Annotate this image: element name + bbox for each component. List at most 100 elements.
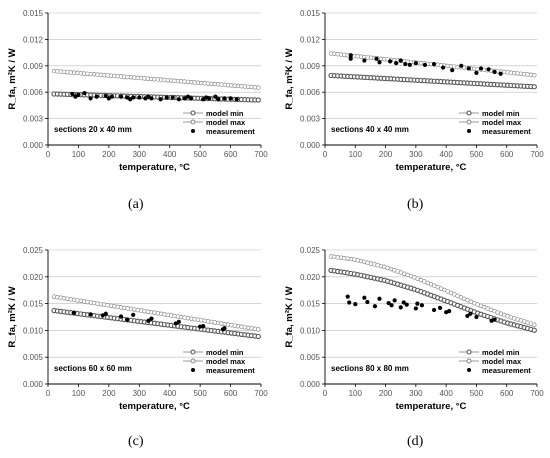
x-tick-label: 300 bbox=[409, 150, 423, 159]
measurement-point bbox=[201, 324, 206, 329]
series-model-min bbox=[328, 267, 537, 333]
x-axis-label: temperature, °C bbox=[119, 401, 190, 412]
measurement-point bbox=[398, 305, 403, 310]
measurement-point bbox=[413, 306, 418, 311]
measurement-point bbox=[447, 309, 452, 314]
measurement-point bbox=[345, 294, 350, 299]
legend-marker bbox=[191, 368, 195, 372]
y-axis-label: R_fa, m²K / W bbox=[284, 286, 295, 347]
measurement-point bbox=[466, 66, 471, 71]
series-measurement bbox=[345, 294, 497, 323]
x-axis-label: temperature, °C bbox=[119, 162, 190, 173]
y-tick-label: 0.025 bbox=[300, 246, 321, 255]
x-tick-label: 400 bbox=[163, 389, 177, 398]
x-tick-label: 100 bbox=[349, 150, 363, 159]
measurement-point bbox=[437, 305, 443, 310]
y-tick-label: 0.020 bbox=[300, 273, 321, 282]
measurement-point bbox=[82, 90, 87, 96]
legend-marker bbox=[191, 129, 195, 133]
measurement-point bbox=[374, 56, 379, 61]
measurement-point bbox=[465, 313, 470, 319]
chart-panel-1: 0.000 0.003 0.006 0.009 0.012 0.015 0 100 200 300… bbox=[284, 9, 544, 173]
y-axis-label: R_fa, m²K / W bbox=[284, 48, 295, 109]
measurement-point bbox=[70, 91, 75, 97]
measurement-point bbox=[103, 93, 108, 98]
legend-marker bbox=[190, 119, 196, 125]
curve-marker bbox=[532, 322, 537, 327]
y-tick-label: 0.000 bbox=[23, 141, 44, 150]
measurement-point bbox=[348, 53, 353, 58]
y-tick-label: 0.006 bbox=[300, 88, 321, 97]
section-annotation: sections 80 x 80 mm bbox=[331, 364, 409, 373]
measurement-point bbox=[377, 296, 382, 301]
legend-marker bbox=[466, 110, 472, 116]
legend-entry: model min bbox=[183, 348, 244, 357]
legend-entry: measurement bbox=[467, 366, 531, 375]
x-tick-label: 200 bbox=[102, 389, 116, 398]
caption-b: (b) bbox=[407, 197, 424, 212]
measurement-point bbox=[234, 97, 239, 102]
measurement-point bbox=[478, 66, 484, 71]
measurement-point bbox=[422, 62, 428, 68]
measurement-point bbox=[158, 97, 163, 102]
series-model-max bbox=[51, 68, 261, 90]
measurement-point bbox=[207, 96, 212, 101]
series-model-max bbox=[328, 254, 537, 327]
measurement-point bbox=[76, 92, 81, 97]
x-tick-label: 500 bbox=[470, 389, 484, 398]
measurement-point bbox=[486, 67, 491, 72]
series-model-min bbox=[328, 72, 537, 90]
measurement-point bbox=[146, 318, 151, 323]
y-tick-label: 0.000 bbox=[23, 380, 44, 389]
y-tick-label: 0.005 bbox=[23, 353, 44, 362]
x-tick-label: 0 bbox=[323, 150, 328, 159]
legend-label: model max bbox=[482, 357, 522, 366]
legend-label: model max bbox=[206, 118, 246, 127]
measurement-point bbox=[118, 314, 124, 319]
x-tick-label: 0 bbox=[46, 389, 51, 398]
measurement-point bbox=[228, 96, 233, 101]
measurement-point bbox=[468, 311, 473, 316]
measurement-point bbox=[498, 71, 503, 76]
legend-label: model min bbox=[206, 348, 244, 357]
x-tick-label: 0 bbox=[323, 389, 328, 398]
x-tick-label: 100 bbox=[72, 150, 86, 159]
y-tick-label: 0.025 bbox=[23, 246, 44, 255]
measurement-point bbox=[389, 303, 394, 308]
measurement-point bbox=[222, 326, 227, 331]
chart-panel-0: 0.000 0.003 0.006 0.009 0.012 0.015 0 100 200 300… bbox=[7, 9, 268, 173]
x-tick-label: 100 bbox=[349, 389, 363, 398]
x-tick-label: 400 bbox=[439, 150, 453, 159]
x-tick-label: 700 bbox=[254, 150, 268, 159]
measurement-point bbox=[71, 310, 76, 315]
chart-panel-2: 0.000 0.005 0.010 0.015 0.020 0.025 0 100 200 300… bbox=[7, 246, 268, 412]
measurement-point bbox=[372, 304, 378, 309]
legend-label: measurement bbox=[206, 366, 255, 375]
series-model-max bbox=[51, 294, 261, 332]
measurement-point bbox=[459, 63, 464, 68]
x-tick-label: 700 bbox=[530, 389, 544, 398]
measurement-point bbox=[94, 94, 99, 99]
measurement-point bbox=[137, 95, 142, 100]
measurement-point bbox=[394, 61, 399, 66]
y-tick-label: 0.015 bbox=[23, 9, 44, 18]
measurement-point bbox=[353, 302, 358, 307]
measurement-point bbox=[164, 95, 169, 100]
chart-panel-3: 0.000 0.005 0.010 0.015 0.020 0.025 0 100 200 300… bbox=[284, 246, 544, 412]
measurement-point bbox=[474, 70, 479, 75]
caption-c: (c) bbox=[128, 434, 144, 449]
legend-entry: measurement bbox=[191, 127, 255, 136]
measurement-point bbox=[492, 69, 497, 75]
measurement-point bbox=[407, 62, 412, 68]
measurement-point bbox=[103, 311, 108, 316]
measurement-point bbox=[149, 96, 154, 101]
section-annotation: sections 60 x 60 mm bbox=[54, 364, 132, 373]
y-tick-label: 0.015 bbox=[300, 300, 321, 309]
curve-marker bbox=[255, 333, 261, 340]
x-tick-label: 600 bbox=[224, 389, 238, 398]
x-tick-label: 0 bbox=[46, 150, 51, 159]
measurement-point bbox=[131, 312, 136, 317]
legend-label: model max bbox=[482, 118, 522, 127]
